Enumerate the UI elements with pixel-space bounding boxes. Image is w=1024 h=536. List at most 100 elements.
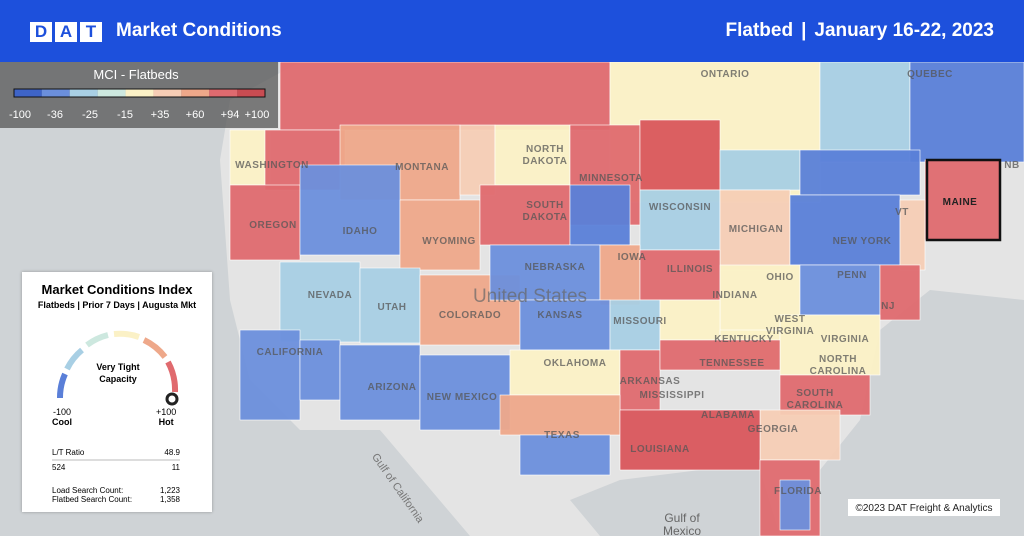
- map-label: NORTH: [819, 354, 857, 365]
- map-label: DAKOTA: [522, 156, 567, 167]
- water-label: Mexico: [663, 524, 701, 536]
- header-title: Market Conditions: [116, 20, 282, 41]
- region: [639, 249, 721, 301]
- legend-swatch: [125, 89, 154, 97]
- map-label: ARIZONA: [367, 382, 416, 393]
- region: [494, 124, 571, 186]
- region: [799, 264, 881, 316]
- map-label: ARKANSAS: [620, 376, 681, 387]
- region: [789, 194, 901, 266]
- logo-letter: D: [30, 22, 52, 42]
- map-label: KANSAS: [537, 310, 582, 321]
- flatbed-search-label: Flatbed Search Count:: [52, 495, 133, 504]
- legend-swatch: [41, 89, 70, 97]
- gauge-arc: [142, 337, 168, 359]
- map-label: VIRGINIA: [821, 334, 869, 345]
- map-label: VT: [895, 207, 909, 218]
- gauge-arc: [85, 332, 109, 348]
- map-label: MONTANA: [395, 162, 449, 173]
- map-label: CAROLINA: [787, 400, 844, 411]
- water-label: Gulf of: [664, 511, 700, 525]
- legend-swatch: [69, 89, 98, 97]
- map-label: MICHIGAN: [729, 224, 784, 235]
- legend-tick-label: +100: [245, 109, 270, 121]
- region: [639, 119, 721, 191]
- map-label: SOUTH: [526, 200, 564, 211]
- map-label: NJ: [881, 301, 895, 312]
- status: Very Tight: [96, 362, 139, 372]
- legend-tick-label: -15: [117, 109, 133, 121]
- equipment: Flatbed: [725, 20, 794, 41]
- region: [799, 149, 921, 196]
- region: [229, 184, 301, 261]
- region: [924, 159, 1001, 241]
- legend-swatch: [97, 89, 126, 97]
- region: [819, 61, 911, 163]
- gauge-arc: [64, 347, 85, 371]
- map-label: TEXAS: [544, 430, 580, 441]
- map-label: CALIFORNIA: [257, 347, 324, 358]
- map-label: WYOMING: [422, 236, 476, 247]
- map-label: ONTARIO: [701, 69, 750, 80]
- region: [779, 479, 811, 531]
- panel-title: Market Conditions Index: [41, 282, 193, 297]
- region: [239, 329, 301, 421]
- legend-swatch: [153, 89, 182, 97]
- min-label: Cool: [52, 417, 72, 427]
- map-label: LOUISIANA: [630, 444, 690, 455]
- region: [619, 349, 661, 411]
- map-label: NEVADA: [308, 290, 352, 301]
- region: [659, 299, 721, 341]
- index-panel: Market Conditions Index Flatbeds | Prior…: [22, 272, 212, 512]
- map-label: NB: [1004, 160, 1019, 171]
- map-label: UTAH: [377, 302, 406, 313]
- region: [509, 349, 621, 396]
- map-label: OREGON: [249, 220, 296, 231]
- map-label: NEBRASKA: [525, 262, 586, 273]
- region: [609, 299, 661, 351]
- map-label: COLORADO: [439, 310, 501, 321]
- loads: 524: [52, 463, 66, 472]
- map-label: INDIANA: [712, 290, 757, 301]
- region: [229, 129, 271, 186]
- legend-tick-label: +60: [186, 109, 205, 121]
- map-label: DAKOTA: [522, 212, 567, 223]
- gauge-arc: [56, 372, 68, 399]
- region: [399, 199, 481, 271]
- region: [719, 189, 791, 271]
- region: [619, 409, 761, 471]
- map-label: PENN: [837, 270, 867, 281]
- region: [569, 184, 631, 246]
- map-label: MAINE: [943, 197, 978, 208]
- map-label: MISSISSIPPI: [640, 390, 705, 401]
- map-label: VIRGINIA: [766, 326, 814, 337]
- region: [279, 261, 361, 343]
- legend-outline: [13, 88, 266, 98]
- legend-bar: [13, 88, 266, 98]
- dates: January 16-22, 2023: [814, 20, 994, 41]
- legend-title: MCI - Flatbeds: [93, 67, 179, 82]
- load-search: 1,223: [159, 486, 180, 495]
- legend-swatch: [181, 89, 210, 97]
- map-label: CAROLINA: [810, 366, 867, 377]
- gauge-min: -100 Cool: [52, 407, 72, 427]
- ratio-label: L/T Ratio: [52, 448, 85, 457]
- region: [659, 339, 781, 371]
- regions: [229, 61, 1024, 536]
- ratio-bar: [52, 459, 180, 461]
- gauge-needle: [165, 392, 179, 406]
- map-label: WISCONSIN: [649, 202, 711, 213]
- region: [359, 267, 421, 344]
- max-label: Hot: [158, 417, 174, 427]
- logo-letter: T: [80, 22, 102, 42]
- map-label: IDAHO: [343, 226, 378, 237]
- region: [779, 374, 871, 416]
- region: [279, 61, 611, 131]
- map-label: ILLINOIS: [667, 264, 713, 275]
- region: [519, 434, 611, 476]
- gauge: Very Tight Capacity: [56, 330, 179, 406]
- gauge-max: +100 Hot: [156, 407, 176, 427]
- region: [479, 184, 571, 246]
